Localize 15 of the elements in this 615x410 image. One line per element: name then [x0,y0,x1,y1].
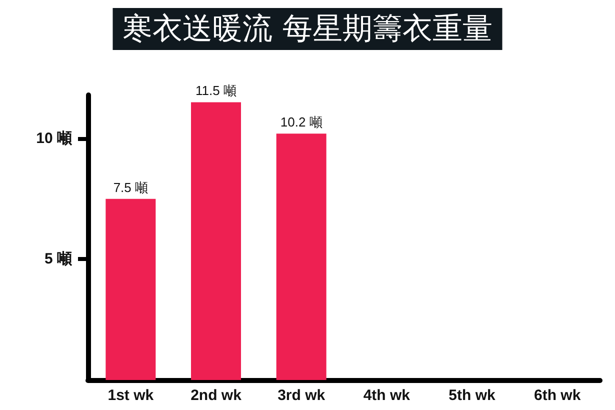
bar [276,134,326,380]
data-label: 10.2 噸 [280,114,322,130]
x-tick-label: 6th wk [534,387,582,404]
y-tick-label: 5 噸 [44,250,73,268]
bar [191,102,241,380]
chart-title: 寒衣送暖流 每星期籌衣重量 [122,12,492,46]
y-tick-label: 10 噸 [36,130,73,147]
data-label: 11.5 噸 [196,83,236,98]
x-tick-label: 4th wk [363,387,411,404]
x-tick-label: 3rd wk [278,387,326,404]
x-tick-label: 2nd wk [190,387,242,404]
x-tick-label: 5th wk [448,387,496,404]
x-tick-label: 1st wk [108,387,154,404]
data-label: 7.5 噸 [113,180,148,195]
bar [106,198,156,380]
